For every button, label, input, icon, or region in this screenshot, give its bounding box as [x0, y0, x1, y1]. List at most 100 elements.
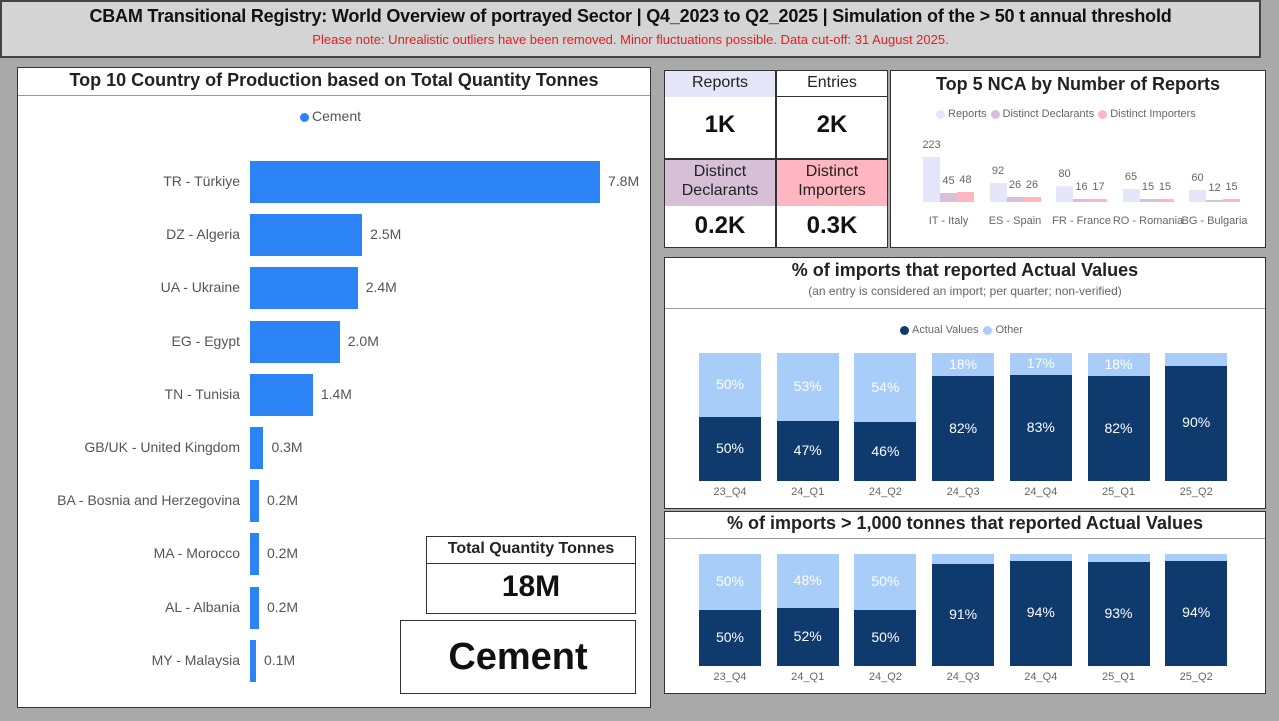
data-label: 26 [1008, 178, 1022, 191]
chart-title: Top 10 Country of Production based on To… [18, 68, 650, 96]
bar [923, 157, 940, 202]
data-label: 26 [1025, 178, 1039, 191]
data-label: 92 [991, 165, 1005, 178]
bar-other [699, 554, 761, 610]
data-label: 0.1M [264, 651, 296, 668]
legend-cement: Cement [300, 108, 361, 124]
bar [1156, 198, 1174, 202]
data-label: 18% [1104, 355, 1133, 372]
category-label: EG - Egypt [171, 332, 240, 349]
dashboard-title: CBAM Transitional Registry: World Overvi… [89, 6, 1172, 26]
data-label: 17 [1092, 180, 1105, 193]
data-label: 45 [942, 174, 955, 187]
chart-title: % of imports > 1,000 tonnes that reporte… [665, 513, 1265, 539]
legend-label: Reports [948, 108, 987, 120]
category-label: MA - Morocco [153, 545, 240, 562]
total-quantity-card: Total Quantity Tonnes 18M [426, 536, 636, 614]
bar-actual [1165, 560, 1228, 666]
data-label: 7.8M [608, 173, 640, 189]
category-label: IT - Italy [928, 215, 969, 227]
importers-label: Distinct Importers [777, 160, 887, 206]
bar-actual [776, 607, 839, 666]
bar [957, 192, 974, 202]
legend-label: Other [995, 324, 1023, 336]
bar-actual [1087, 376, 1150, 481]
country-production-panel: Top 10 Country of Production based on To… [17, 67, 651, 708]
data-label: 47% [793, 441, 822, 458]
data-label: 50% [715, 440, 745, 456]
category-label: 24_Q2 [868, 671, 902, 683]
bar-actual [932, 564, 995, 666]
legend-item-distinct-declarants: Distinct Declarants [990, 108, 1095, 120]
legend-dot-icon [990, 109, 1000, 119]
sector-card: Cement [400, 620, 636, 694]
bar [940, 192, 957, 202]
legend-dot-icon [1098, 109, 1108, 119]
bar-other [932, 353, 995, 377]
bar-other [1165, 554, 1228, 561]
bar [250, 639, 256, 682]
declarants-value: 0.2K [694, 212, 746, 239]
data-label: 54% [871, 378, 900, 395]
chart-title: Top 5 NCA by Number of Reports [935, 74, 1220, 94]
bar-actual [699, 610, 761, 666]
data-label: 2.5M [370, 226, 402, 243]
data-label: 83% [1026, 418, 1055, 435]
bar-actual [854, 610, 917, 666]
bar [250, 533, 259, 576]
entries-value: 2K [816, 111, 848, 138]
entries-label: Entries [777, 71, 887, 97]
bar [1122, 188, 1140, 202]
legend-dot-icon [936, 109, 945, 119]
bar [250, 267, 358, 310]
bar [250, 161, 600, 203]
data-label: 1.4M [320, 385, 352, 402]
bar-actual [699, 417, 761, 481]
data-label: 50% [871, 573, 900, 589]
data-label: 16 [1075, 180, 1088, 193]
data-label: 0.2M [266, 492, 299, 509]
data-label: 65 [1124, 170, 1138, 183]
category-label: AL - Albania [165, 598, 240, 615]
data-label: 15 [1225, 180, 1238, 193]
category-label: TR - Türkiye [163, 173, 240, 189]
data-label: 50% [715, 629, 745, 645]
category-label: 23_Q4 [713, 486, 747, 498]
data-label: 82% [1104, 419, 1133, 436]
data-label: 91% [949, 606, 978, 623]
reports-value: 1K [704, 111, 736, 138]
data-label: 12 [1208, 181, 1221, 194]
bar [1090, 198, 1107, 202]
kpi-grid: Reports 1K Entries 2K Distinct Declarant… [664, 70, 888, 248]
category-label: DZ - Algeria [166, 226, 240, 243]
data-label: 80 [1058, 167, 1071, 180]
header: CBAM Transitional Registry: World Overvi… [0, 0, 1261, 58]
bar-actual [776, 420, 839, 481]
declarants-card: Distinct Declarants 0.2K [665, 160, 775, 247]
legend-dot-icon [300, 112, 309, 122]
bar [1139, 198, 1157, 202]
actual-values-large-imports-panel: % of imports > 1,000 tonnes that reporte… [664, 511, 1266, 694]
category-label: 24_Q4 [1024, 486, 1058, 498]
data-label: 60 [1191, 171, 1204, 184]
data-label: 0.2M [266, 545, 299, 562]
reports-card: Reports 1K [665, 71, 775, 158]
data-label: 94% [1026, 604, 1055, 621]
bar-actual [1009, 374, 1072, 481]
bar [1189, 189, 1206, 202]
category-label: ES - Spain [988, 215, 1042, 227]
data-label: 50% [871, 629, 900, 645]
actual-values-chart-panel: % of imports that reported Actual Values… [664, 257, 1266, 509]
bar-actual [932, 376, 995, 481]
bar-other [699, 353, 761, 417]
data-label: 46% [871, 442, 900, 459]
legend: Actual Values Other [900, 324, 1028, 336]
legend-label: Distinct Declarants [1002, 108, 1095, 120]
category-label: FR - France [1052, 215, 1111, 227]
importers-value: 0.3K [806, 212, 858, 239]
legend-dot-icon [983, 325, 993, 335]
category-label: 25_Q2 [1179, 486, 1213, 498]
data-label: 48 [959, 174, 972, 187]
bar-other [932, 554, 995, 565]
category-label: BG - Bulgaria [1181, 215, 1248, 227]
